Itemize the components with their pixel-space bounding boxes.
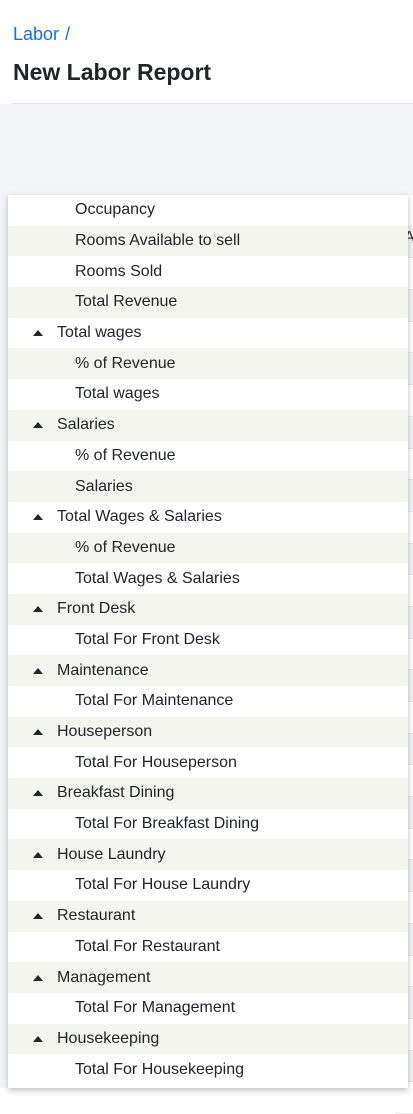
caret-up-icon[interactable] [33, 606, 43, 613]
breadcrumb-separator: / [65, 24, 71, 44]
caret-up-icon[interactable] [33, 422, 43, 429]
dropdown-option-label: Maintenance [57, 661, 149, 679]
dropdown-option-label: Total For Management [75, 999, 236, 1017]
caret-up-icon[interactable] [33, 851, 43, 858]
dropdown-option-label: House Laundry [57, 845, 166, 863]
breadcrumb-link-labor[interactable]: Labor [13, 24, 60, 44]
dropdown-option[interactable]: Total For Housekeeping [8, 1054, 408, 1085]
dropdown-option-label: % of Revenue [75, 354, 176, 372]
dropdown-option[interactable]: % of Revenue [8, 348, 408, 380]
dropdown-option[interactable]: Total For Restaurant [8, 932, 408, 963]
dropdown-option-label: Housekeeping [57, 1029, 160, 1047]
caret-up-icon[interactable] [33, 974, 43, 981]
dropdown-option[interactable]: Rooms Sold [8, 256, 408, 287]
dropdown-option-label: Total Wages & Salaries [75, 569, 240, 587]
dropdown-group-header[interactable]: Total Wages & Salaries [8, 502, 408, 533]
dropdown-group-header[interactable]: Houseperson [8, 716, 408, 748]
dropdown-option-label: Total For Housekeeping [75, 1060, 244, 1078]
dropdown-option[interactable]: Total For Houseperson [8, 747, 408, 778]
caret-up-icon[interactable] [33, 667, 43, 674]
dropdown-group-header[interactable]: Maintenance [8, 655, 408, 686]
dropdown-option-label: Total wages [75, 385, 160, 403]
dropdown-option[interactable]: Total For Breakfast Dining [8, 809, 408, 840]
dropdown-option-label: Total For Restaurant [75, 937, 220, 955]
dropdown-group-header[interactable]: Restaurant [8, 900, 408, 932]
dropdown-option-label: % of Revenue [75, 446, 176, 464]
dropdown-option-label: Total For Front Desk [75, 630, 220, 648]
breadcrumb: Labor / [13, 23, 70, 45]
dropdown-option[interactable]: Total For Front Desk [8, 625, 408, 656]
dropdown-option-label: Occupancy [75, 201, 156, 219]
dropdown-option[interactable]: Total For House Laundry [8, 870, 408, 901]
dropdown-option-label: Rooms Available to sell [75, 232, 241, 250]
page-header: Labor / New Labor Report [0, 0, 413, 104]
caret-up-icon[interactable] [33, 729, 43, 736]
caret-up-icon[interactable] [33, 514, 43, 521]
dropdown-option-label: Breakfast Dining [57, 784, 175, 802]
row-selector-dropdown[interactable]: Occupancy Rooms Available to sell Rooms So… [8, 195, 408, 1088]
background-clipped-text: A [404, 229, 413, 246]
dropdown-option-label: % of Revenue [75, 538, 176, 556]
dropdown-group-header[interactable]: Housekeeping [8, 1023, 408, 1055]
dropdown-option[interactable]: Rooms Available to sell [8, 225, 408, 257]
dropdown-option-label: Houseperson [57, 723, 153, 741]
dropdown-option-label: Total For Houseperson [75, 753, 237, 771]
dropdown-option-label: Total Wages & Salaries [57, 508, 222, 526]
dropdown-option[interactable]: Salaries [8, 471, 408, 502]
dropdown-option-label: Management [57, 968, 151, 986]
dropdown-option-label: Total For Breakfast Dining [75, 815, 260, 833]
caret-up-icon[interactable] [33, 330, 43, 337]
dropdown-option-label: Rooms Sold [75, 262, 163, 280]
dropdown-group-header[interactable]: Salaries [8, 409, 408, 441]
dropdown-option-label: Total Revenue [75, 293, 178, 311]
dropdown-option-label: Salaries [75, 477, 133, 495]
dropdown-option[interactable]: Total For Maintenance [8, 686, 408, 717]
caret-up-icon[interactable] [33, 1035, 43, 1042]
dropdown-option-label: Salaries [57, 416, 115, 434]
dropdown-option[interactable]: Total Revenue [8, 287, 408, 318]
dropdown-option[interactable]: Total Wages & Salaries [8, 563, 408, 594]
caret-up-icon[interactable] [33, 913, 43, 920]
dropdown-option[interactable]: % of Revenue [8, 441, 408, 472]
dropdown-option-label: Total For House Laundry [75, 876, 251, 894]
dropdown-option-label: Total For Maintenance [75, 692, 234, 710]
dropdown-option-label: Total wages [57, 324, 142, 342]
dropdown-group-header[interactable]: Front Desk [8, 593, 408, 625]
dropdown-option[interactable]: Occupancy [8, 195, 408, 226]
dropdown-option[interactable]: Total For Management [8, 993, 408, 1024]
dropdown-group-header[interactable]: House Laundry [8, 839, 408, 871]
dropdown-option-label: Front Desk [57, 600, 136, 618]
dropdown-group-header[interactable]: Total wages [8, 318, 408, 349]
dropdown-group-header[interactable]: Breakfast Dining [8, 778, 408, 809]
page-title: New Labor Report [13, 59, 212, 85]
caret-up-icon[interactable] [33, 790, 43, 797]
dropdown-group-header[interactable]: Management [8, 962, 408, 993]
header-divider [12, 103, 413, 104]
dropdown-option[interactable]: % of Revenue [8, 532, 408, 564]
dropdown-option[interactable]: Total wages [8, 379, 408, 410]
dropdown-option-label: Restaurant [57, 907, 136, 925]
